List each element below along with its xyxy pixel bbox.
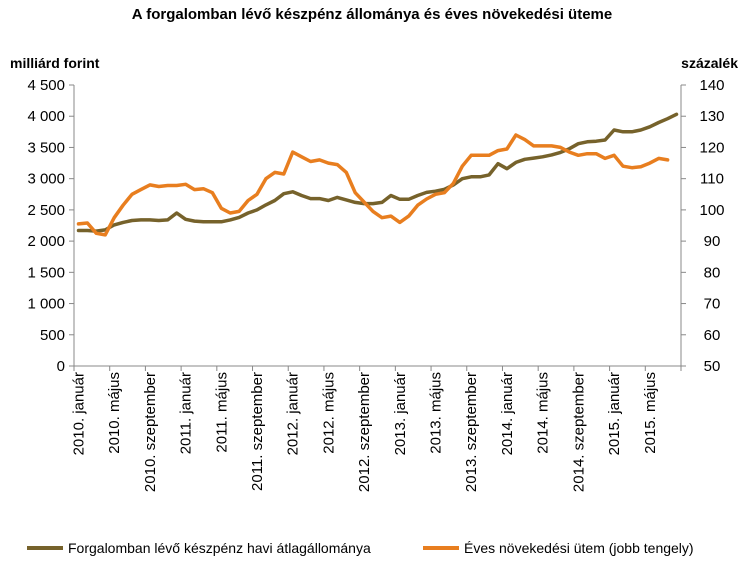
y-tick-label: 2 000 <box>27 233 65 250</box>
y-tick-label: 2 500 <box>27 202 65 219</box>
y2-tick-label: 90 <box>704 233 721 250</box>
y-tick-label: 3 000 <box>27 171 65 188</box>
x-tick-label: 2014. május <box>535 372 552 454</box>
x-tick-label: 2012. szeptember <box>356 372 373 492</box>
y-axis-ticks: 0 500 1 000 1 500 2 000 2 500 3 000 3 500 4 000 4… <box>27 77 74 375</box>
y2-axis-unit-label: százalék <box>681 55 738 71</box>
x-tick-label: 2013. május <box>428 372 445 454</box>
legend-label-stock: Forgalomban lévő készpénz havi átlagállo… <box>68 540 371 556</box>
y-tick-label: 1 500 <box>27 264 65 281</box>
y2-tick-label: 60 <box>704 327 721 344</box>
y2-tick-label: 50 <box>704 358 721 375</box>
x-tick-label: 2011. május <box>213 372 230 453</box>
axes <box>73 85 682 367</box>
x-tick-label: 2013. január <box>392 372 409 455</box>
series-line-annual-growth <box>76 133 670 237</box>
y-tick-label: 4 500 <box>27 77 65 94</box>
x-tick-label: 2015. január <box>606 372 623 455</box>
y2-axis-ticks: 50 60 70 80 90 100 110 120 130 140 <box>681 77 725 375</box>
y2-tick-label: 100 <box>699 202 724 219</box>
y2-tick-label: 80 <box>704 264 721 281</box>
x-tick-label: 2010. május <box>106 372 123 454</box>
y2-tick-label: 140 <box>699 77 724 94</box>
y-axis-unit-label: milliárd forint <box>10 55 100 71</box>
y2-tick-label: 110 <box>700 171 724 188</box>
legend-label-growth: Éves növekedési ütem (jobb tengely) <box>464 540 694 556</box>
x-tick-label: 2012. január <box>285 372 302 455</box>
legend: Forgalomban lévő készpénz havi átlagállo… <box>27 540 694 556</box>
x-axis-ticks: 2010. január 2010. május 2010. szeptember 2… <box>70 366 682 492</box>
series-layer <box>76 112 679 237</box>
chart-title: A forgalomban lévő készpénz állománya és… <box>132 6 612 23</box>
y2-tick-label: 130 <box>699 108 724 125</box>
x-tick-label: 2013. szeptember <box>463 372 480 492</box>
y-tick-label: 0 <box>57 358 65 375</box>
x-tick-label: 2010. január <box>70 372 87 455</box>
y2-tick-label: 70 <box>704 296 721 313</box>
y-tick-label: 3 500 <box>27 139 65 156</box>
x-tick-label: 2010. szeptember <box>142 372 159 492</box>
y-tick-label: 1 000 <box>27 296 65 313</box>
x-tick-label: 2015. május <box>642 372 659 454</box>
y-tick-label: 500 <box>40 327 65 344</box>
y2-tick-label: 120 <box>699 139 724 156</box>
series-line-cash-stock <box>76 112 679 233</box>
x-tick-label: 2014. szeptember <box>570 372 587 492</box>
x-tick-label: 2011. január <box>178 372 195 454</box>
x-tick-label: 2012. május <box>320 372 337 454</box>
x-tick-label: 2014. január <box>499 372 516 455</box>
x-tick-label: 2011. szeptember <box>249 372 266 491</box>
y-tick-label: 4 000 <box>27 108 65 125</box>
